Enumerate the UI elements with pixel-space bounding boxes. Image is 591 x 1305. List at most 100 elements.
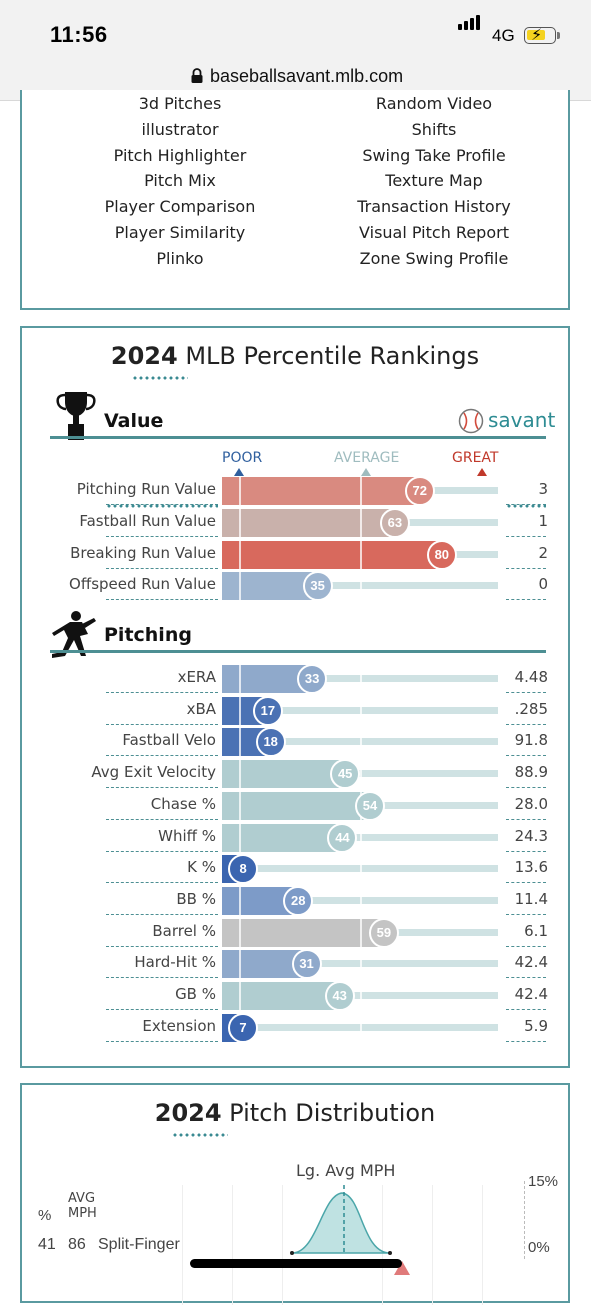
metric-label: Extension xyxy=(142,1016,216,1035)
reference-line xyxy=(360,823,362,852)
distribution-title: 2024 Pitch Distribution xyxy=(154,1099,436,1127)
row-divider xyxy=(506,755,546,757)
metric-label: xBA xyxy=(186,699,216,718)
percentile-bubble: 54 xyxy=(355,790,386,821)
metric-label: Fastball Velo xyxy=(122,731,216,750)
percentile-bubble: 18 xyxy=(255,727,286,758)
percentile-bubble: 63 xyxy=(379,507,410,538)
metric-value: 88.9 xyxy=(514,763,548,782)
reference-line xyxy=(360,696,362,725)
reference-line xyxy=(238,508,241,537)
url-text[interactable]: baseballsavant.mlb.com xyxy=(210,66,404,86)
percentile-bar xyxy=(222,572,319,601)
percentile-bubble: 80 xyxy=(426,539,457,570)
pitch-row-name[interactable]: Split-Finger xyxy=(98,1236,180,1253)
tool-link[interactable]: Player Similarity xyxy=(114,223,246,242)
avg-column-header-line1: AVG xyxy=(68,1191,96,1206)
status-bar: 11:56 4G ⚡ xyxy=(0,0,591,60)
reference-line xyxy=(238,791,241,820)
metric-value: 1 xyxy=(538,511,548,530)
tool-link[interactable]: Player Comparison xyxy=(104,197,256,217)
pct-axis-min: 0% xyxy=(528,1239,550,1256)
tool-link[interactable]: Pitch Mix xyxy=(144,171,216,191)
metric-value: 28.0 xyxy=(514,794,548,813)
reference-line xyxy=(238,760,241,789)
scale-poor-marker xyxy=(234,468,244,476)
percentile-bar xyxy=(222,508,396,537)
tool-link[interactable]: Zone Swing Profile xyxy=(359,248,509,268)
scale-great-marker xyxy=(477,468,487,476)
pitching-section-rule xyxy=(50,650,546,653)
reference-line xyxy=(238,982,241,1010)
metric-value: .285 xyxy=(514,699,548,718)
tools-panel: 3d Pitches illustrator Pitch Highlighter Pi… xyxy=(20,90,570,310)
row-divider xyxy=(106,850,218,852)
percentile-rankings-panel: 2024 MLB Percentile Rankings Value savan… xyxy=(20,326,570,1068)
metric-value: 3 xyxy=(538,480,548,498)
percentile-bubble: 17 xyxy=(252,695,283,726)
value-section-title: Value xyxy=(104,410,164,432)
reference-line xyxy=(360,728,362,757)
reference-line xyxy=(238,540,241,569)
percentile-bubble: 43 xyxy=(324,981,355,1011)
reference-line xyxy=(238,696,241,725)
reference-line xyxy=(238,918,241,947)
row-divider xyxy=(506,818,546,820)
home-indicator[interactable] xyxy=(190,1259,402,1268)
metric-value: 5.9 xyxy=(524,1016,548,1035)
tool-link[interactable]: illustrator xyxy=(141,119,219,139)
reference-line xyxy=(360,918,362,947)
reference-line xyxy=(238,477,241,505)
percentile-bubble: 59 xyxy=(368,917,399,948)
metric-label: K % xyxy=(187,858,216,877)
pitcher-icon xyxy=(52,611,96,658)
row-highlight-dots xyxy=(106,504,218,508)
reference-line xyxy=(238,823,241,852)
percentile-bubble: 35 xyxy=(302,571,333,602)
tool-link[interactable]: Pitch Highlighter xyxy=(113,145,247,165)
scale-poor-label: POOR xyxy=(222,450,263,466)
tool-link[interactable]: Random Video xyxy=(375,94,493,113)
metric-value: 42.4 xyxy=(514,985,548,1003)
tool-link[interactable]: Texture Map xyxy=(385,171,483,191)
percentile-bar xyxy=(222,477,421,505)
percentile-bubble: 8 xyxy=(228,854,259,885)
percentile-bubble: 31 xyxy=(291,949,322,980)
percentile-bar xyxy=(222,982,341,1010)
tool-link[interactable]: Visual Pitch Report xyxy=(359,223,509,242)
metric-value: 11.4 xyxy=(514,889,548,908)
tool-link[interactable]: Shifts xyxy=(411,119,457,139)
row-divider xyxy=(506,945,546,947)
row-divider xyxy=(106,977,218,979)
tool-link[interactable]: Swing Take Profile xyxy=(362,145,506,165)
reference-line xyxy=(360,508,362,537)
pct-axis-max: 15% xyxy=(528,1173,559,1190)
metric-value: 24.3 xyxy=(514,826,548,845)
reference-line xyxy=(360,665,362,693)
metric-label: Chase % xyxy=(150,794,216,813)
tool-link[interactable]: 3d Pitches xyxy=(138,94,222,113)
tool-link[interactable]: Transaction History xyxy=(357,197,511,217)
scale-great-label: GREAT xyxy=(452,450,499,466)
metric-value: 6.1 xyxy=(524,921,548,940)
pitching-section-title: Pitching xyxy=(104,624,192,646)
rankings-title: 2024 MLB Percentile Rankings xyxy=(110,342,480,370)
pct-axis-line xyxy=(524,1181,525,1259)
reference-line xyxy=(360,855,362,884)
row-divider xyxy=(506,787,546,789)
percentile-bar xyxy=(222,823,344,852)
row-divider xyxy=(506,913,546,915)
row-divider xyxy=(506,882,546,884)
network-type: 4G xyxy=(492,26,515,45)
pitch-row-pct: 41 xyxy=(38,1236,56,1253)
scale-average-label: AVERAGE xyxy=(334,450,400,466)
metric-value: 91.8 xyxy=(514,731,548,750)
reference-line xyxy=(360,540,362,569)
battery-icon: ⚡ xyxy=(524,27,556,44)
row-divider xyxy=(506,1009,546,1010)
tool-link[interactable]: Plinko xyxy=(156,248,204,268)
value-section-rule xyxy=(50,436,546,439)
percentile-bubble: 33 xyxy=(297,664,328,694)
metric-value: 4.48 xyxy=(514,668,548,686)
row-divider xyxy=(106,1040,218,1042)
